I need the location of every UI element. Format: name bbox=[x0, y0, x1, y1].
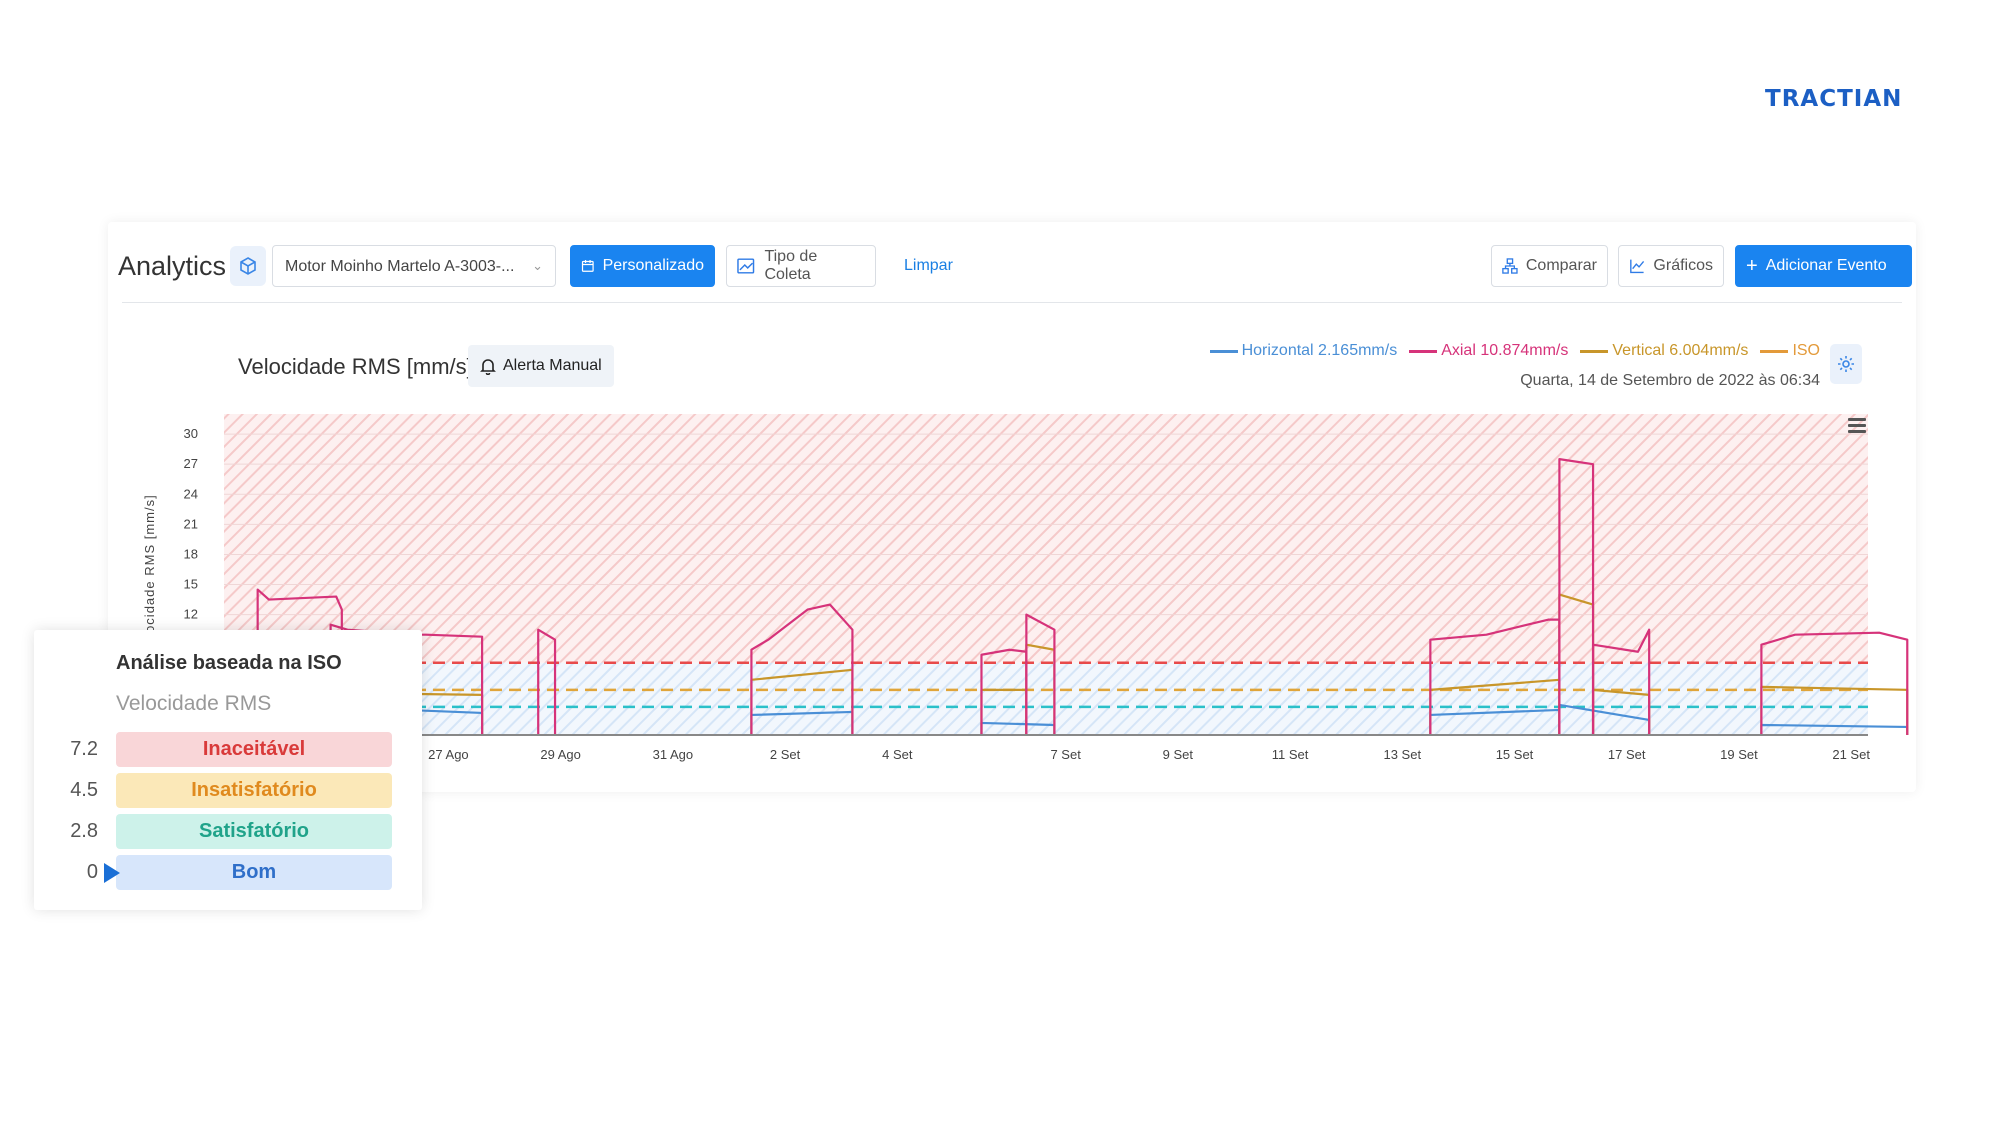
graficos-label: Gráficos bbox=[1653, 257, 1713, 274]
chart-image-icon bbox=[737, 258, 755, 274]
x-tick-label: 29 Ago bbox=[540, 747, 581, 762]
alerta-manual-label: Alerta Manual bbox=[503, 357, 602, 374]
x-tick-label: 7 Set bbox=[1050, 747, 1081, 762]
iso-level-row: 7.2 Inaceitável bbox=[34, 732, 422, 767]
legend-swatch bbox=[1409, 349, 1438, 353]
legend-item[interactable]: ISO bbox=[1760, 342, 1820, 360]
x-tick-label: 17 Set bbox=[1608, 747, 1646, 762]
y-tick-label: 27 bbox=[184, 456, 198, 471]
chevron-down-icon: ⌄ bbox=[532, 258, 543, 273]
alerta-manual-button[interactable]: Alerta Manual bbox=[468, 345, 614, 387]
legend-item[interactable]: Axial 10.874mm/s bbox=[1409, 342, 1568, 360]
chart-legend: Horizontal 2.165mm/s Axial 10.874mm/s Vert… bbox=[1209, 342, 1820, 360]
iso-level-row: 0 Bom bbox=[34, 855, 422, 890]
limpar-label: Limpar bbox=[904, 257, 953, 274]
bell-icon bbox=[480, 359, 496, 375]
iso-level-badge: Satisfatório bbox=[116, 814, 392, 849]
x-tick-label: 21 Set bbox=[1832, 747, 1870, 762]
page-title: Analytics bbox=[118, 251, 227, 281]
legend-label: Vertical 6.004mm/s bbox=[1612, 342, 1749, 359]
iso-level-badge: Inaceitável bbox=[116, 732, 392, 767]
y-tick-label: 15 bbox=[184, 577, 198, 592]
graficos-button[interactable]: Gráficos bbox=[1618, 245, 1724, 287]
iso-level-value: 4.5 bbox=[70, 779, 98, 801]
iso-level-row: 2.8 Satisfatório bbox=[34, 814, 422, 849]
chart-timestamp: Quarta, 14 de Setembro de 2022 às 06:34 bbox=[1520, 372, 1820, 389]
iso-level-value: 0 bbox=[86, 861, 98, 883]
adicionar-evento-label: Adicionar Evento bbox=[1765, 257, 1887, 274]
legend-label: Horizontal 2.165mm/s bbox=[1241, 342, 1398, 359]
y-tick-label: 21 bbox=[184, 516, 198, 531]
comparar-label: Comparar bbox=[1525, 257, 1597, 274]
legend-swatch bbox=[1209, 349, 1238, 353]
x-tick-label: 11 Set bbox=[1272, 747, 1309, 762]
asset-select[interactable]: Motor Moinho Martelo A-3003-... ⌄ bbox=[272, 245, 556, 287]
tipo-coleta-label: Tipo de Coleta bbox=[764, 248, 818, 283]
calendar-icon bbox=[581, 259, 594, 272]
iso-level-value: 7.2 bbox=[70, 738, 98, 760]
gear-icon[interactable] bbox=[1830, 344, 1862, 384]
x-tick-label: 19 Set bbox=[1720, 747, 1758, 762]
personalizado-label: Personalizado bbox=[602, 257, 704, 274]
comparar-button[interactable]: Comparar bbox=[1491, 245, 1608, 287]
current-level-arrow-icon bbox=[104, 863, 120, 883]
series-line-axial bbox=[537, 628, 557, 735]
series-line-axial bbox=[1025, 613, 1056, 735]
x-tick-label: 27 Ago bbox=[428, 747, 469, 762]
x-tick-label: 31 Ago bbox=[653, 747, 694, 762]
x-tick-label: 13 Set bbox=[1383, 747, 1421, 762]
series-line-axial bbox=[1760, 631, 1909, 735]
hamburger-menu-icon[interactable] bbox=[1848, 418, 1866, 434]
analytics-toolbar: Analytics Motor Moinho Martelo A-3003-..… bbox=[108, 222, 1916, 302]
tractian-logo: TRACTIAN bbox=[1765, 86, 1903, 112]
legend-item[interactable]: Horizontal 2.165mm/s bbox=[1209, 342, 1398, 360]
iso-panel-title: Análise baseada na ISO bbox=[116, 652, 342, 674]
y-tick-label: 18 bbox=[184, 546, 198, 561]
y-axis-label: Velocidade RMS [mm/s] bbox=[142, 494, 157, 654]
x-tick-label: 4 Set bbox=[882, 747, 913, 762]
limpar-link[interactable]: Limpar bbox=[894, 245, 964, 287]
legend-label: ISO bbox=[1792, 342, 1820, 359]
toolbar-divider bbox=[122, 302, 1902, 303]
iso-level-badge: Bom bbox=[116, 855, 392, 890]
adicionar-evento-button[interactable]: + Adicionar Evento bbox=[1735, 245, 1912, 287]
x-tick-label: 15 Set bbox=[1496, 747, 1534, 762]
legend-swatch bbox=[1580, 349, 1609, 353]
hierarchy-icon bbox=[1502, 258, 1518, 274]
y-tick-label: 24 bbox=[184, 486, 198, 501]
cube-icon[interactable] bbox=[230, 246, 266, 286]
plus-icon: + bbox=[1746, 254, 1758, 277]
iso-analysis-panel: Análise baseada na ISO Velocidade RMS 7.… bbox=[34, 630, 422, 910]
asset-select-value: Motor Moinho Martelo A-3003-... bbox=[285, 258, 515, 275]
x-tick-label: 9 Set bbox=[1163, 747, 1194, 762]
series-line-axial bbox=[1591, 628, 1651, 735]
iso-level-row: 4.5 Insatisfatório bbox=[34, 773, 422, 808]
personalizado-button[interactable]: Personalizado bbox=[570, 245, 715, 287]
y-tick-label: 12 bbox=[184, 607, 198, 622]
iso-level-value: 2.8 bbox=[70, 820, 98, 842]
iso-panel-subtitle: Velocidade RMS bbox=[116, 692, 272, 715]
legend-swatch bbox=[1760, 349, 1789, 353]
series-line-axial bbox=[750, 603, 854, 735]
y-tick-label: 30 bbox=[184, 426, 198, 441]
legend-item[interactable]: Vertical 6.004mm/s bbox=[1580, 342, 1748, 360]
tipo-coleta-button[interactable]: Tipo de Coleta bbox=[726, 245, 876, 287]
chart-title: Velocidade RMS [mm/s] bbox=[238, 354, 473, 379]
series-line-axial bbox=[1558, 458, 1595, 735]
line-chart-icon bbox=[1630, 259, 1645, 274]
iso-level-badge: Insatisfatório bbox=[116, 773, 392, 808]
legend-label: Axial 10.874mm/s bbox=[1441, 342, 1569, 359]
x-tick-label: 2 Set bbox=[770, 747, 801, 762]
